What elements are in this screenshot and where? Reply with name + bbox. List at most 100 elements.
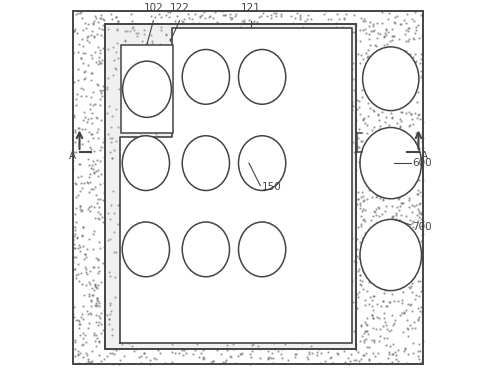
Point: [182, 91, 190, 97]
Point: [112, 284, 120, 290]
Point: [93, 297, 101, 303]
Point: [255, 345, 263, 351]
Point: [329, 328, 337, 334]
Point: [74, 348, 82, 354]
Point: [93, 285, 101, 291]
Point: [276, 229, 284, 235]
Point: [196, 129, 204, 135]
Point: [158, 93, 166, 99]
Text: 150: 150: [262, 183, 282, 192]
Point: [408, 326, 416, 332]
Point: [134, 238, 142, 244]
Point: [404, 351, 412, 357]
Point: [230, 201, 238, 207]
Point: [164, 26, 172, 32]
Point: [232, 13, 240, 19]
Point: [303, 232, 311, 238]
Point: [379, 315, 387, 321]
Point: [152, 42, 160, 48]
Point: [112, 50, 120, 56]
Point: [287, 157, 295, 163]
Point: [136, 136, 144, 142]
Point: [199, 24, 207, 30]
Point: [253, 172, 261, 178]
Point: [285, 156, 293, 162]
Point: [246, 361, 254, 367]
Point: [157, 247, 165, 253]
Point: [335, 338, 343, 344]
Point: [225, 287, 233, 293]
Point: [287, 144, 295, 150]
Point: [324, 198, 332, 204]
Point: [81, 20, 89, 26]
Point: [310, 317, 318, 323]
Point: [395, 140, 403, 146]
Point: [395, 36, 403, 42]
Point: [379, 298, 387, 304]
Point: [302, 328, 310, 334]
Point: [140, 350, 148, 356]
Point: [304, 74, 312, 80]
Point: [216, 166, 224, 172]
Point: [405, 249, 413, 255]
Point: [265, 194, 273, 200]
Point: [95, 268, 103, 274]
Point: [187, 292, 195, 298]
Point: [246, 266, 254, 272]
Point: [140, 87, 148, 93]
Point: [317, 294, 325, 300]
Point: [226, 303, 234, 309]
Point: [103, 140, 111, 146]
Point: [244, 334, 252, 340]
Point: [197, 350, 205, 356]
Point: [403, 146, 411, 152]
Point: [327, 223, 335, 229]
Point: [140, 182, 148, 188]
Point: [382, 266, 390, 272]
Point: [189, 315, 197, 321]
Point: [254, 252, 262, 258]
Point: [201, 324, 209, 330]
Point: [221, 99, 229, 105]
Point: [413, 157, 421, 163]
Point: [174, 242, 182, 248]
Point: [96, 96, 104, 102]
Point: [258, 270, 266, 276]
Point: [358, 87, 366, 93]
Point: [240, 279, 248, 285]
Point: [351, 301, 359, 307]
Point: [326, 60, 334, 66]
Point: [189, 189, 197, 195]
Point: [155, 227, 163, 233]
Point: [90, 166, 98, 172]
Point: [190, 316, 198, 322]
Point: [315, 180, 323, 186]
Point: [136, 172, 144, 178]
Point: [171, 44, 179, 50]
Point: [314, 290, 322, 296]
Point: [414, 278, 422, 284]
Point: [171, 167, 179, 173]
Point: [126, 99, 134, 105]
Point: [187, 303, 195, 309]
Point: [173, 96, 181, 102]
Point: [80, 180, 88, 186]
Point: [132, 230, 140, 236]
Point: [213, 268, 221, 274]
Point: [330, 274, 338, 280]
Point: [208, 274, 216, 280]
Point: [302, 118, 310, 124]
Point: [212, 310, 220, 316]
Point: [163, 69, 171, 75]
Point: [111, 222, 119, 228]
Point: [257, 290, 265, 296]
Point: [147, 217, 155, 223]
Point: [184, 53, 192, 59]
Point: [176, 296, 184, 302]
Point: [147, 219, 155, 225]
Point: [72, 180, 80, 186]
Point: [100, 34, 108, 40]
Point: [404, 64, 412, 70]
Point: [256, 330, 264, 336]
Point: [191, 346, 199, 352]
